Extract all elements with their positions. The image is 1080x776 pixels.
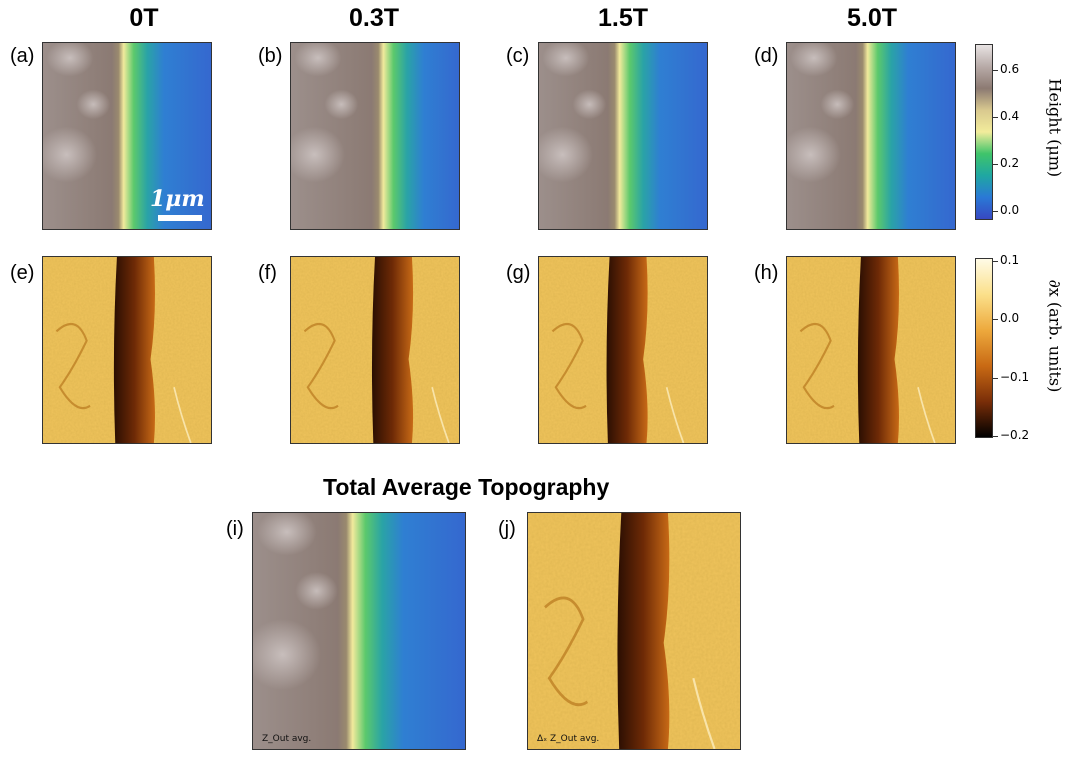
- average-height-map: [252, 512, 466, 750]
- derivative-colorbar: [975, 258, 993, 438]
- panel-label-g: (g): [506, 262, 531, 284]
- height-map-b: [290, 42, 460, 230]
- derivative-tick-label: 0.0: [1000, 311, 1020, 325]
- height-tick-label: 0.4: [1000, 109, 1020, 123]
- panel-label-a: (a): [10, 45, 35, 67]
- column-title-5.0T: 5.0T: [846, 4, 898, 32]
- height-colorbar: [975, 44, 993, 220]
- average-height-label: Z_Out avg.: [262, 734, 312, 744]
- height-colorbar-title: Height (μm): [1045, 78, 1065, 178]
- panel-label-d: (d): [754, 45, 779, 67]
- derivative-tick-mark: [993, 436, 998, 437]
- average-derivative-map: [527, 512, 741, 750]
- panel-label-e: (e): [10, 262, 35, 284]
- panel-label-f: (f): [258, 262, 277, 284]
- derivative-tick-label: 0.1: [1000, 253, 1020, 267]
- scale-bar: [158, 215, 202, 221]
- average-derivative-label: Δₓ Z_Out avg.: [537, 734, 600, 744]
- panel-label-i: (i): [226, 518, 244, 540]
- section-title: Total Average Topography: [323, 474, 610, 500]
- scale-bar-label: 1μm: [150, 186, 205, 212]
- height-tick-label: 0.0: [1000, 203, 1020, 217]
- height-map-c: [538, 42, 708, 230]
- height-tick-mark: [993, 70, 998, 71]
- panel-label-c: (c): [506, 45, 530, 67]
- panel-label-b: (b): [258, 45, 283, 67]
- derivative-tick-label: −0.2: [1000, 428, 1030, 442]
- derivative-map-h: [786, 256, 956, 444]
- height-tick-mark: [993, 211, 998, 212]
- height-tick-mark: [993, 117, 998, 118]
- derivative-colorbar-title: ∂x (arb. units): [1045, 279, 1065, 393]
- panel-label-j: (j): [498, 518, 516, 540]
- height-tick-label: 0.6: [1000, 62, 1020, 76]
- derivative-map-f: [290, 256, 460, 444]
- column-title-1.5T: 1.5T: [597, 4, 649, 32]
- height-tick-mark: [993, 164, 998, 165]
- panel-label-h: (h): [754, 262, 779, 284]
- derivative-map-g: [538, 256, 708, 444]
- derivative-tick-mark: [993, 319, 998, 320]
- derivative-tick-mark: [993, 261, 998, 262]
- column-title-0.3T: 0.3T: [348, 4, 400, 32]
- derivative-map-e: [42, 256, 212, 444]
- column-title-0T: 0T: [129, 4, 159, 32]
- height-map-d: [786, 42, 956, 230]
- derivative-tick-mark: [993, 378, 998, 379]
- height-map-a: [42, 42, 212, 230]
- height-tick-label: 0.2: [1000, 156, 1020, 170]
- derivative-tick-label: −0.1: [1000, 370, 1030, 384]
